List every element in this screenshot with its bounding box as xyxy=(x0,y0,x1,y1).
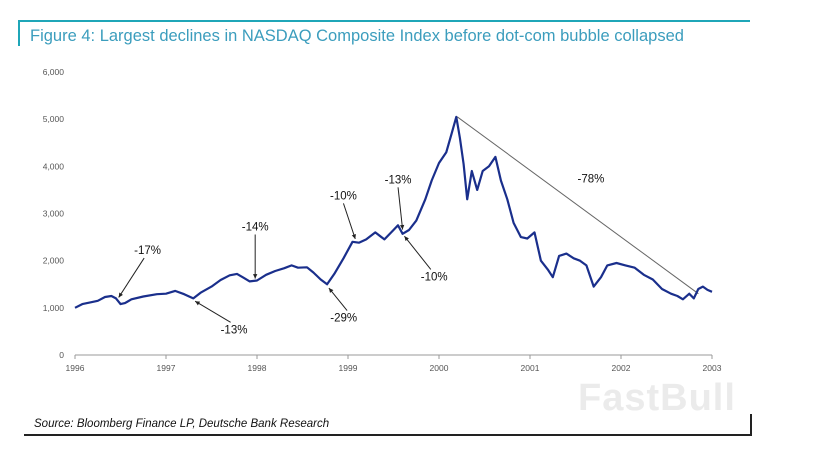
title-frame-top-rule xyxy=(18,20,750,22)
footer-frame-right-rule xyxy=(750,414,752,435)
annotation-label: -13% xyxy=(385,174,412,186)
x-axis: 1996 1997 1998 1999 2000 2001 2002 2003 xyxy=(66,355,722,373)
annotation-arrow xyxy=(342,203,356,240)
x-tick-label: 1998 xyxy=(248,363,267,373)
annotation-label: -13% xyxy=(221,324,248,336)
annotation-arrowhead xyxy=(404,236,409,242)
annotation-label: -78% xyxy=(578,173,605,185)
annotation-arrowhead xyxy=(328,288,334,293)
y-tick-label: 5,000 xyxy=(43,114,65,124)
annotation-arrowhead xyxy=(351,234,356,239)
y-tick-label: 3,000 xyxy=(43,209,65,219)
annotation-label: -10% xyxy=(421,271,448,283)
source-note: Source: Bloomberg Finance LP, Deutsche B… xyxy=(34,418,330,430)
y-tick-label: 1,000 xyxy=(43,303,65,313)
decline-trend-line xyxy=(456,116,699,295)
annotation-arrow xyxy=(328,287,348,311)
x-tick-label: 1997 xyxy=(157,363,176,373)
watermark-logo: FastBull xyxy=(578,377,736,419)
x-tick-label: 2000 xyxy=(430,363,449,373)
x-tick-label: 2003 xyxy=(703,363,722,373)
annotation-arrowhead xyxy=(118,292,123,298)
nasdaq-series-line xyxy=(74,115,713,309)
annotation-arrowhead xyxy=(399,224,405,230)
y-tick-label: 2,000 xyxy=(43,256,65,266)
annotation-label: -14% xyxy=(242,221,269,233)
annotation-label: -10% xyxy=(330,190,357,202)
annotation-arrow xyxy=(194,300,231,323)
title-frame-left-rule xyxy=(18,20,20,46)
y-tick-label: 6,000 xyxy=(43,67,65,77)
x-tick-label: 1999 xyxy=(339,363,358,373)
y-tick-label: 0 xyxy=(59,350,64,360)
decline-annotations: -17% -13% -14% -10% -13% -29% -10% -78% xyxy=(118,173,605,336)
x-tick-label: 1996 xyxy=(66,363,85,373)
y-axis: 0 1,000 2,000 3,000 4,000 5,000 6,000 xyxy=(43,67,65,360)
chart-title: Figure 4: Largest declines in NASDAQ Com… xyxy=(30,27,684,45)
footer-frame-bottom-rule xyxy=(24,434,752,436)
annotation-arrowhead xyxy=(195,301,201,306)
annotation-arrow xyxy=(397,187,404,230)
annotation-label: -17% xyxy=(134,245,161,257)
x-tick-label: 2001 xyxy=(521,363,540,373)
annotation-arrow xyxy=(404,235,432,270)
annotation-arrow xyxy=(118,257,145,298)
y-tick-label: 4,000 xyxy=(43,161,65,171)
annotation-label: -29% xyxy=(330,313,357,325)
annotation-arrowhead xyxy=(253,274,258,279)
x-tick-label: 2002 xyxy=(612,363,631,373)
